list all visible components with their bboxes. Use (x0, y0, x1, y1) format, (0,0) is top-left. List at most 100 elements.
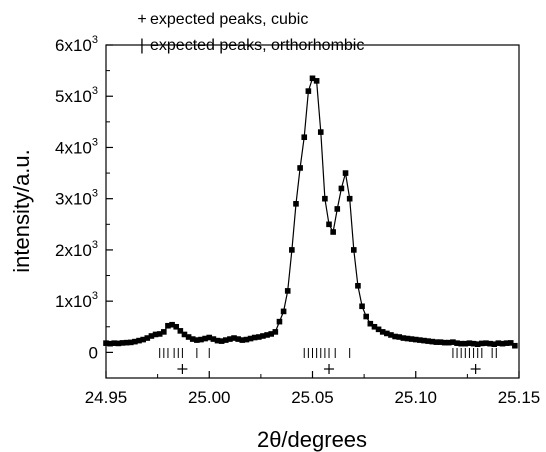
data-point (367, 320, 374, 327)
y-tick-label: 3x103 (55, 188, 98, 209)
data-point (507, 340, 514, 346)
data-point (433, 339, 440, 345)
data-point (119, 340, 126, 346)
data-point (161, 329, 167, 335)
data-point (499, 340, 506, 347)
data-point (198, 336, 204, 343)
data-point (379, 329, 386, 335)
data-point (251, 334, 258, 341)
data-point (417, 337, 423, 343)
data-point (280, 308, 287, 315)
x-axis: 24.95 25.00 25.05 25.10 25.15 (85, 371, 540, 407)
y-tick-label: 1x103 (55, 290, 98, 311)
data-point (483, 340, 489, 346)
data-point (429, 338, 436, 345)
data-point (363, 313, 369, 320)
y-axis-title: intensity/a.u. (9, 149, 34, 273)
data-point (276, 318, 283, 325)
data-point (264, 332, 270, 338)
data-point (214, 337, 221, 344)
data-point (239, 337, 246, 343)
data-point (479, 340, 485, 347)
data-point (462, 340, 469, 347)
data-point (127, 339, 134, 346)
data-point (218, 338, 225, 344)
y-axis: 0 1x103 2x103 3x103 4x103 5x103 6x103 (55, 34, 113, 362)
data-point (400, 335, 407, 341)
data-point (202, 335, 208, 342)
x-tick-label: 25.10 (394, 388, 437, 407)
data-point (152, 331, 159, 338)
data-point (371, 323, 378, 330)
data-point (169, 321, 175, 328)
series-line (105, 77, 516, 347)
data-point (512, 342, 518, 349)
legend-label-cubic: expected peaks, cubic (150, 11, 308, 28)
data-point (351, 247, 357, 253)
legend: + expected peaks, cubic | expected peaks… (137, 11, 364, 54)
expected-peak-markers (159, 348, 497, 374)
data-point (388, 332, 394, 338)
data-point (206, 334, 213, 341)
data-point (301, 134, 308, 141)
data-point (474, 341, 481, 347)
data-point (185, 334, 192, 340)
data-point (210, 336, 217, 342)
data-point (243, 336, 250, 343)
legend-symbol-orthorhombic: | (140, 37, 144, 54)
data-point (272, 329, 279, 335)
y-tick-label: 5x103 (55, 85, 98, 106)
data-point (437, 339, 444, 345)
data-point (305, 88, 312, 94)
data-point (140, 336, 146, 343)
data-point (235, 336, 241, 342)
data-point (342, 170, 349, 176)
data-point (454, 340, 460, 346)
series-points (103, 75, 518, 349)
data-point (338, 185, 345, 192)
data-point (194, 337, 200, 343)
x-tick-label: 24.95 (85, 388, 128, 407)
cubic-peak-marker (324, 364, 335, 374)
data-point (425, 338, 431, 344)
data-point (503, 340, 510, 346)
data-point (421, 337, 427, 344)
data-point (458, 340, 464, 347)
data-point (148, 333, 155, 339)
data-point (450, 339, 456, 345)
data-point (326, 221, 332, 228)
data-point (392, 333, 398, 340)
data-point (317, 129, 324, 135)
data-point (495, 340, 502, 346)
data-point (412, 336, 419, 343)
data-point (284, 288, 291, 294)
cubic-peak-marker (177, 364, 188, 374)
data-point (487, 340, 493, 347)
data-point (115, 340, 122, 347)
data-point (247, 335, 254, 342)
data-point (355, 282, 361, 289)
data-point (189, 336, 196, 342)
x-tick-label: 25.00 (188, 388, 231, 407)
y-tick-label: 4x103 (55, 136, 98, 157)
data-point (111, 340, 118, 346)
data-point (132, 338, 138, 345)
data-point (470, 340, 477, 347)
data-point (173, 323, 180, 330)
data-point (346, 195, 353, 202)
data-point (144, 335, 151, 341)
data-point (293, 201, 299, 207)
data-point (260, 333, 266, 339)
data-point (222, 337, 229, 343)
data-point (375, 326, 382, 333)
data-point (289, 247, 295, 253)
data-point (268, 331, 274, 337)
data-point (404, 335, 411, 342)
data-point (384, 330, 390, 337)
x-axis-title: 2θ/degrees (257, 427, 367, 452)
x-tick-label: 25.05 (291, 388, 334, 407)
data-point (136, 337, 142, 344)
data-point (107, 340, 113, 347)
data-point (165, 322, 171, 329)
data-point (313, 78, 320, 84)
